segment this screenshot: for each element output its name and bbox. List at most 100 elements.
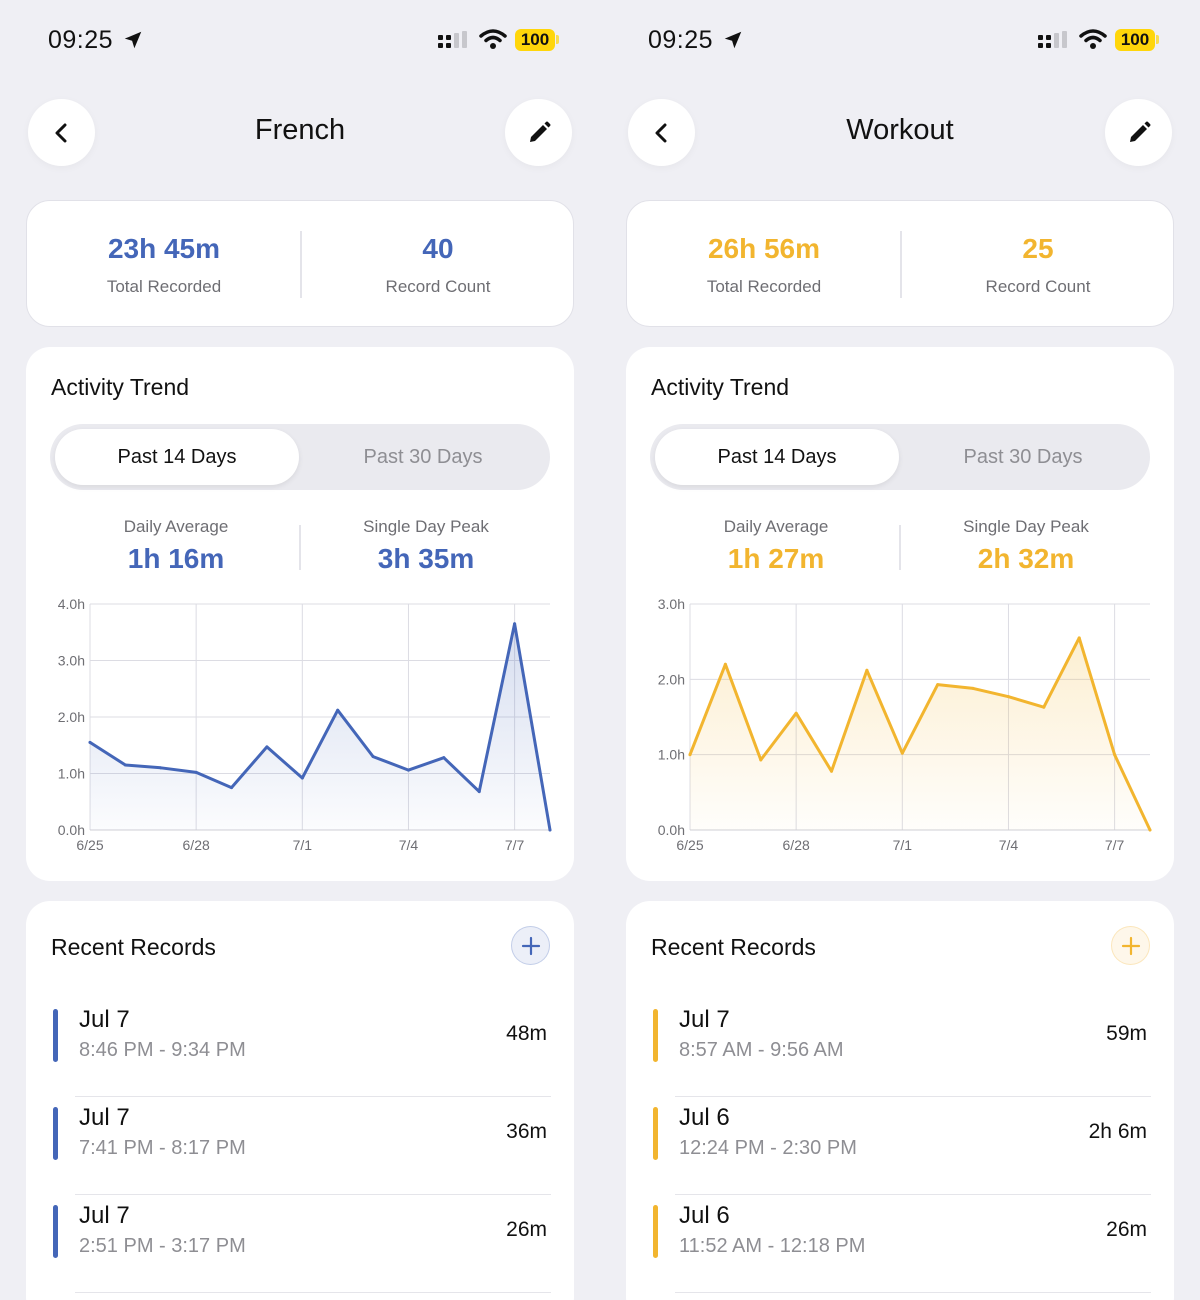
tab-past-14-days[interactable]: Past 14 Days: [55, 429, 299, 485]
pencil-icon: [529, 121, 550, 142]
x-tick-label: 6/28: [783, 837, 810, 853]
location-arrow-icon: [124, 31, 142, 49]
total-recorded-value: 26h 56m: [707, 233, 821, 264]
record-color-bar: [53, 1205, 58, 1258]
y-tick-label: 2.0h: [58, 709, 85, 725]
daily-average: Daily Average 1h 27m: [651, 517, 901, 575]
record-row[interactable]: Jul 7 7:41 PM - 8:17 PM 36m: [51, 1097, 551, 1195]
activity-trend-card: Activity Trend Past 14 Days Past 30 Days…: [26, 347, 574, 881]
activity-trend-title: Activity Trend: [651, 374, 790, 400]
data-point: [1006, 695, 1010, 699]
add-record-button[interactable]: [1111, 926, 1150, 965]
add-record-button[interactable]: [511, 926, 550, 965]
screen-workout: 09:25 100 Workout 26h 56m Total Recorded…: [600, 0, 1200, 1300]
data-point: [88, 740, 92, 744]
record-color-bar: [53, 1107, 58, 1160]
y-tick-label: 2.0h: [658, 671, 685, 687]
data-point: [688, 753, 692, 757]
record-date: Jul 6: [679, 1202, 730, 1229]
data-point: [971, 686, 975, 690]
battery-nub: [1156, 35, 1159, 44]
record-row[interactable]: Jul 6 12:24 PM - 2:30 PM 2h 6m: [651, 1097, 1151, 1195]
data-point: [406, 768, 410, 772]
record-color-bar: [653, 1205, 658, 1258]
record-date: Jul 7: [79, 1104, 130, 1131]
summary-card: 23h 45m Total Recorded 40 Record Count: [26, 200, 574, 327]
data-point: [336, 708, 340, 712]
screen-french: 09:25 100 French 23h 45m Total Recorded …: [26, 26, 574, 1300]
cellular-signal-icon: [438, 31, 467, 48]
y-tick-label: 0.0h: [58, 822, 85, 838]
record-count-label: Record Count: [985, 277, 1091, 296]
daily-average-value: 1h 27m: [727, 543, 825, 574]
data-point: [1148, 828, 1152, 832]
recent-records-title: Recent Records: [51, 934, 216, 960]
back-button[interactable]: [28, 99, 95, 166]
edit-button[interactable]: [1105, 99, 1172, 166]
y-tick-label: 4.0h: [58, 596, 85, 612]
daily-average-label: Daily Average: [123, 517, 229, 536]
record-date: Jul 7: [79, 1202, 130, 1229]
data-point: [794, 711, 798, 715]
series-area: [90, 623, 550, 830]
y-tick-label: 1.0h: [658, 747, 685, 763]
record-duration: 59m: [1106, 1022, 1147, 1045]
total-recorded-label: Total Recorded: [106, 277, 222, 296]
total-recorded: 23h 45m Total Recorded: [27, 201, 301, 328]
plus-icon: [521, 936, 540, 955]
y-tick-label: 1.0h: [58, 766, 85, 782]
x-tick-label: 7/4: [399, 837, 419, 853]
chevron-left-icon: [655, 123, 666, 142]
row-divider: [75, 1193, 551, 1195]
tab-past-14-days[interactable]: Past 14 Days: [655, 429, 899, 485]
activity-trend-title: Activity Trend: [51, 374, 190, 400]
record-row[interactable]: Jul 6 11:52 AM - 12:18 PM 26m: [651, 1195, 1151, 1293]
single-day-peak: Single Day Peak 2h 32m: [901, 517, 1151, 575]
row-divider: [675, 1095, 1151, 1097]
total-recorded: 26h 56m Total Recorded: [627, 201, 901, 328]
activity-chart: 0.0h 1.0h 2.0h 3.0h 6/25 6/28 7/1 7/4 7/7: [658, 596, 1152, 853]
activity-chart: 0.0h 1.0h 2.0h 3.0h 4.0h 6/25 6/28 7/1 7/4 7/7: [58, 596, 552, 853]
series-line: [88, 622, 552, 832]
data-point: [300, 776, 304, 780]
record-count-value: 40: [422, 233, 454, 264]
x-tick-label: 6/28: [183, 837, 210, 853]
data-point: [830, 769, 834, 773]
data-point: [442, 756, 446, 760]
record-time-range: 7:41 PM - 8:17 PM: [79, 1137, 246, 1159]
summary-card: 26h 56m Total Recorded 25 Record Count: [626, 200, 1174, 327]
x-tick-label: 7/7: [505, 837, 525, 853]
back-button[interactable]: [628, 99, 695, 166]
status-bar: 09:25 100: [600, 0, 1200, 80]
recent-records-card: Recent Records Jul 7 8:57 AM - 9:56 AM 5…: [626, 901, 1174, 1300]
record-row[interactable]: Jul 7 2:51 PM - 3:17 PM 26m: [51, 1195, 551, 1293]
data-point: [865, 668, 869, 672]
data-point: [1077, 636, 1081, 640]
row-divider: [75, 1095, 551, 1097]
record-duration: 36m: [506, 1120, 547, 1143]
wifi-icon: [1079, 29, 1107, 49]
daily-average-label: Daily Average: [723, 517, 829, 536]
record-time-range: 11:52 AM - 12:18 PM: [679, 1235, 866, 1257]
status-time: 09:25: [48, 26, 114, 54]
record-row[interactable]: Jul 7 8:46 PM - 9:34 PM 48m: [51, 999, 551, 1097]
single-day-peak-value: 3h 35m: [377, 543, 475, 574]
record-row[interactable]: Jul 7 8:57 AM - 9:56 AM 59m: [651, 999, 1151, 1097]
record-color-bar: [653, 1107, 658, 1160]
data-point: [230, 786, 234, 790]
data-point: [159, 766, 163, 770]
tab-past-30-days[interactable]: Past 30 Days: [963, 446, 1083, 468]
battery-nub: [556, 35, 559, 44]
x-tick-label: 7/1: [893, 837, 913, 853]
record-date: Jul 7: [79, 1006, 130, 1033]
edit-button[interactable]: [505, 99, 572, 166]
series-line: [688, 636, 1152, 832]
data-point: [1113, 753, 1117, 757]
range-segmented-control: Past 14 Days Past 30 Days: [50, 424, 550, 490]
wifi-icon: [479, 29, 507, 49]
data-point: [123, 763, 127, 767]
record-time-range: 8:57 AM - 9:56 AM: [679, 1039, 844, 1061]
data-point: [548, 828, 552, 832]
tab-past-30-days[interactable]: Past 30 Days: [363, 446, 483, 468]
record-duration: 26m: [506, 1218, 547, 1241]
